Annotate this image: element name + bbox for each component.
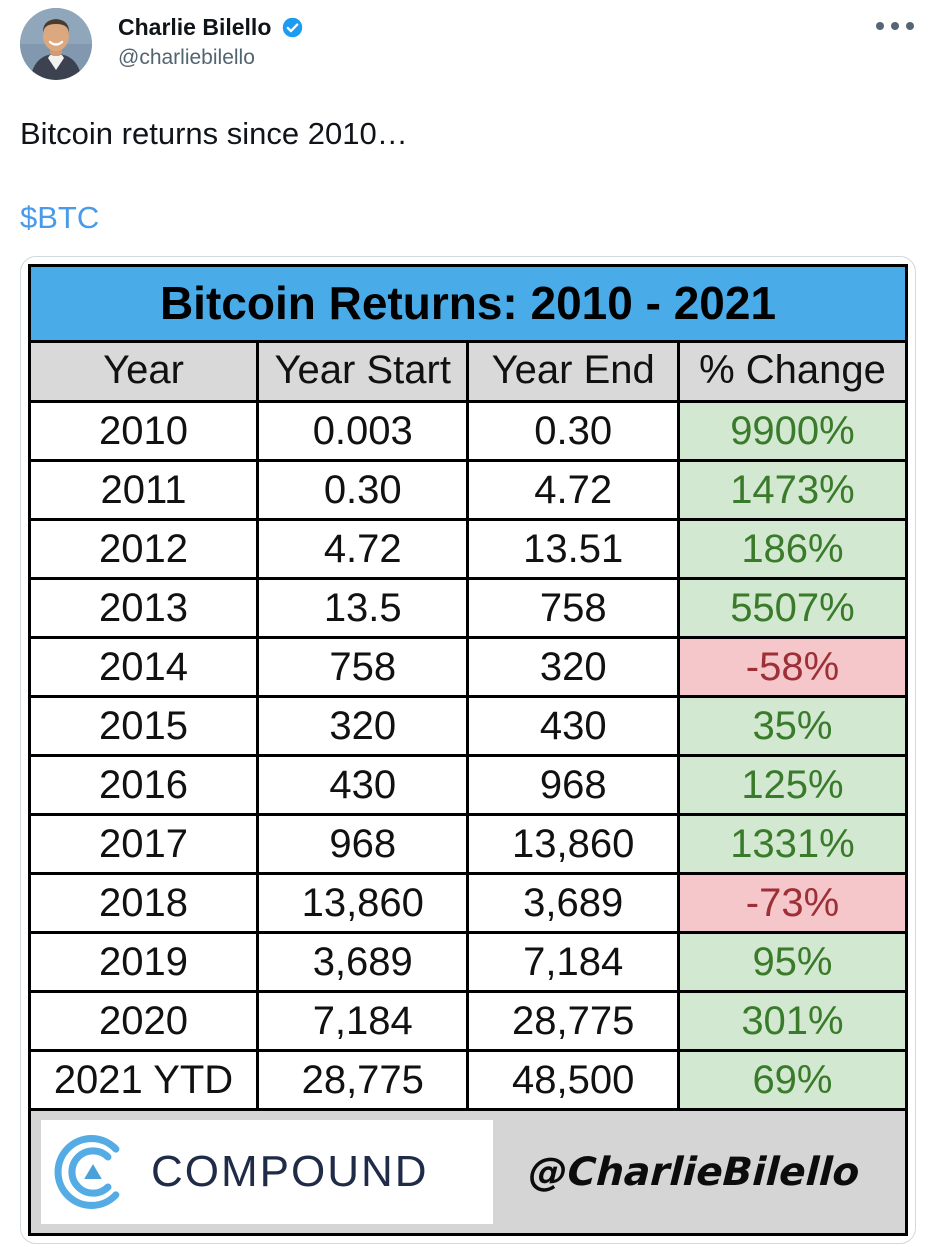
year-cell: 2013 xyxy=(27,577,260,640)
table-row: 2013 13.5 758 5507% xyxy=(27,577,909,640)
year-end-cell: 758 xyxy=(466,577,680,640)
percent-change-cell: -73% xyxy=(676,872,909,935)
compound-logo: COMPOUND xyxy=(41,1120,493,1225)
table-row: 2017 968 13,860 1331% xyxy=(27,813,909,876)
compound-logo-icon xyxy=(54,1135,120,1210)
year-end-cell: 3,689 xyxy=(466,872,680,935)
year-start-cell: 968 xyxy=(256,813,470,876)
year-start-cell: 3,689 xyxy=(256,931,470,994)
table-row: 2014 758 320 -58% xyxy=(27,636,909,699)
year-start-cell: 758 xyxy=(256,636,470,699)
table-row: 2012 4.72 13.51 186% xyxy=(27,518,909,581)
percent-change-cell: 1331% xyxy=(676,813,909,876)
year-cell: 2017 xyxy=(27,813,260,876)
percent-change-cell: 95% xyxy=(676,931,909,994)
year-start-cell: 0.30 xyxy=(256,459,470,522)
triangle-icon xyxy=(84,1164,102,1180)
year-end-cell: 7,184 xyxy=(466,931,680,994)
year-cell: 2019 xyxy=(27,931,260,994)
year-start-cell: 13.5 xyxy=(256,577,470,640)
author-block: Charlie Bilello @charliebilello xyxy=(118,8,306,70)
verified-badge-icon xyxy=(283,17,303,38)
year-cell: 2021 YTD xyxy=(27,1049,260,1112)
returns-table: Bitcoin Returns: 2010 - 2021 Year Year S… xyxy=(27,264,909,1237)
percent-change-cell: 186% xyxy=(676,518,909,581)
year-cell: 2010 xyxy=(27,400,260,463)
year-end-cell: 4.72 xyxy=(466,459,680,522)
table-row: 2020 7,184 28,775 301% xyxy=(27,990,909,1053)
avatar[interactable] xyxy=(20,8,92,80)
percent-change-cell: -58% xyxy=(676,636,909,699)
tweet-text: Bitcoin returns since 2010… xyxy=(20,116,408,151)
year-cell: 2020 xyxy=(27,990,260,1053)
year-cell: 2018 xyxy=(27,872,260,935)
table-footer: COMPOUND @CharlieBilello xyxy=(28,1108,908,1237)
table-title: Bitcoin Returns: 2010 - 2021 xyxy=(28,264,908,344)
year-end-cell: 13,860 xyxy=(466,813,680,876)
more-button[interactable] xyxy=(870,8,920,36)
credit-handle: @CharlieBilello xyxy=(527,1149,861,1195)
avatar-photo-icon xyxy=(20,8,92,80)
year-start-cell: 28,775 xyxy=(256,1049,470,1112)
year-end-cell: 48,500 xyxy=(466,1049,680,1112)
year-cell: 2014 xyxy=(27,636,260,699)
table-row: 2016 430 968 125% xyxy=(27,754,909,817)
year-end-cell: 28,775 xyxy=(466,990,680,1053)
tweet-media[interactable]: Bitcoin Returns: 2010 - 2021 Year Year S… xyxy=(20,256,916,1245)
table-body: 2010 0.003 0.30 9900% 2011 0.30 4.72 1473% 2012 4… xyxy=(27,400,909,1112)
year-cell: 2015 xyxy=(27,695,260,758)
year-start-cell: 430 xyxy=(256,754,470,817)
compound-brand-text: COMPOUND xyxy=(151,1147,429,1197)
year-start-cell: 7,184 xyxy=(256,990,470,1053)
percent-change-cell: 9900% xyxy=(676,400,909,463)
cashtag-link[interactable]: $BTC xyxy=(20,200,100,236)
year-cell: 2011 xyxy=(27,459,260,522)
year-start-cell: 320 xyxy=(256,695,470,758)
column-header-year-end: Year End xyxy=(466,340,680,404)
table-row: 2011 0.30 4.72 1473% xyxy=(27,459,909,522)
column-header-year-start: Year Start xyxy=(256,340,470,404)
table-row: 2015 320 430 35% xyxy=(27,695,909,758)
tweet-header: Charlie Bilello @charliebilello xyxy=(20,8,920,80)
year-start-cell: 4.72 xyxy=(256,518,470,581)
table-row: 2019 3,689 7,184 95% xyxy=(27,931,909,994)
author-name[interactable]: Charlie Bilello xyxy=(118,14,272,40)
percent-change-cell: 5507% xyxy=(676,577,909,640)
percent-change-cell: 301% xyxy=(676,990,909,1053)
percent-change-cell: 35% xyxy=(676,695,909,758)
percent-change-cell: 69% xyxy=(676,1049,909,1112)
author-handle[interactable]: @charliebilello xyxy=(118,46,255,69)
year-end-cell: 13.51 xyxy=(466,518,680,581)
year-cell: 2012 xyxy=(27,518,260,581)
column-header-percent-change: % Change xyxy=(676,340,909,404)
year-end-cell: 968 xyxy=(466,754,680,817)
year-start-cell: 13,860 xyxy=(256,872,470,935)
table-header-row: Year Year Start Year End % Change xyxy=(27,340,909,404)
percent-change-cell: 1473% xyxy=(676,459,909,522)
table-row: 2018 13,860 3,689 -73% xyxy=(27,872,909,935)
year-end-cell: 430 xyxy=(466,695,680,758)
column-header-year: Year xyxy=(27,340,260,404)
percent-change-cell: 125% xyxy=(676,754,909,817)
year-end-cell: 320 xyxy=(466,636,680,699)
table-row: 2021 YTD 28,775 48,500 69% xyxy=(27,1049,909,1112)
year-end-cell: 0.30 xyxy=(466,400,680,463)
year-cell: 2016 xyxy=(27,754,260,817)
more-horizontal-icon xyxy=(876,22,884,30)
table-row: 2010 0.003 0.30 9900% xyxy=(27,400,909,463)
year-start-cell: 0.003 xyxy=(256,400,470,463)
